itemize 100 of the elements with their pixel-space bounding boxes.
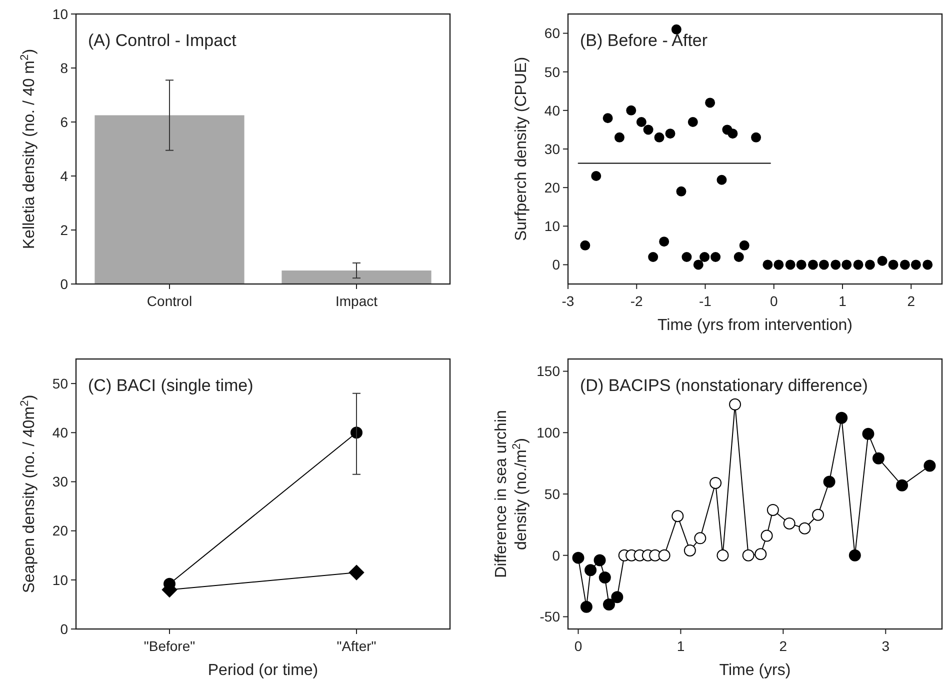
point <box>798 522 811 534</box>
y-tick-label: 0 <box>552 256 560 273</box>
point <box>688 117 698 127</box>
point <box>710 476 722 489</box>
point <box>671 24 682 34</box>
y-tick-label: 4 <box>60 168 68 184</box>
text: (C) BACI (single time) <box>88 376 254 395</box>
point <box>812 508 824 521</box>
x-tick-label: 3 <box>882 638 890 654</box>
point <box>643 124 654 135</box>
point <box>783 517 796 530</box>
point <box>766 504 779 516</box>
y-tick-label: 0 <box>552 547 560 564</box>
point <box>348 564 364 580</box>
point <box>611 591 624 604</box>
y-tick-label: 100 <box>536 424 560 441</box>
point <box>742 549 754 562</box>
point <box>584 564 597 576</box>
point <box>682 252 692 262</box>
point <box>614 132 624 142</box>
y-tick-label: 8 <box>60 60 68 76</box>
point <box>591 171 602 181</box>
y-tick-label: 40 <box>52 424 68 441</box>
point <box>654 132 664 142</box>
y-tick-label: 6 <box>60 114 68 130</box>
y-tick-label: 50 <box>544 64 560 80</box>
y-tick-label: 0 <box>60 620 68 637</box>
point <box>602 598 615 610</box>
point <box>580 240 590 250</box>
point <box>910 260 921 270</box>
point <box>864 260 875 270</box>
text: (D) BACIPS (nonstationary difference) <box>580 376 868 395</box>
point <box>818 260 829 270</box>
point <box>830 260 841 270</box>
x-tick-label: 1 <box>838 293 847 309</box>
x-tick-label: Impact <box>335 293 378 309</box>
point <box>922 260 933 270</box>
y-tick-label: 60 <box>544 25 560 42</box>
point <box>842 260 852 270</box>
x-tick-label: "Before" <box>144 638 196 654</box>
point <box>823 476 836 488</box>
x-axis-title: Time (yrs from intervention) <box>658 317 852 334</box>
point <box>676 186 686 196</box>
y-tick-label: 50 <box>544 486 560 502</box>
y-tick-label: 0 <box>60 276 68 292</box>
x-tick-label: 1 <box>676 638 685 654</box>
point <box>636 117 646 127</box>
point <box>862 428 874 440</box>
text: (A) Control - Impact <box>88 31 237 50</box>
point <box>648 252 658 262</box>
y-tick-label: -50 <box>540 608 560 625</box>
point <box>716 549 729 562</box>
point <box>848 549 861 562</box>
x-tick-label: -2 <box>630 293 644 309</box>
point <box>739 240 750 250</box>
x-tick-label: 2 <box>779 638 788 654</box>
x-tick-label: 0 <box>770 293 778 309</box>
point <box>853 260 864 270</box>
point <box>693 260 704 270</box>
point <box>751 132 762 142</box>
y-tick-label: 40 <box>544 102 560 118</box>
point <box>658 549 670 562</box>
point <box>729 398 742 410</box>
y-tick-label: 20 <box>52 522 68 539</box>
y-axis-title: Surfperch density (CPUE) <box>513 56 530 242</box>
point <box>760 530 773 542</box>
x-tick-label: 0 <box>574 638 582 654</box>
y-tick-label: 20 <box>544 179 560 196</box>
y-tick-label: 30 <box>52 474 68 490</box>
point <box>872 452 884 464</box>
x-tick-label: 2 <box>907 293 916 309</box>
point <box>754 548 767 560</box>
point <box>572 552 584 564</box>
point <box>665 128 676 139</box>
point <box>705 98 716 108</box>
x-tick-label: "After" <box>336 638 376 654</box>
x-axis-title: Time (yrs) <box>719 662 791 679</box>
point <box>762 260 773 270</box>
point <box>774 260 784 270</box>
point <box>924 460 936 472</box>
point <box>580 600 592 613</box>
y-tick-label: 10 <box>52 6 68 22</box>
point <box>785 260 796 270</box>
point <box>796 260 806 270</box>
point <box>684 544 696 556</box>
point <box>626 105 636 116</box>
y-tick-label: 150 <box>536 363 560 380</box>
x-axis-title: Period (or time) <box>208 662 318 679</box>
point <box>896 479 908 492</box>
point <box>700 252 710 262</box>
point <box>598 571 611 584</box>
point <box>728 128 738 139</box>
point <box>710 252 721 262</box>
y-tick-label: 50 <box>52 375 68 392</box>
y-tick-label: 2 <box>60 222 68 238</box>
point <box>602 113 613 124</box>
y-tick-label: 10 <box>52 572 68 588</box>
point <box>900 260 910 270</box>
x-tick-label: Control <box>146 293 192 309</box>
point <box>594 554 606 566</box>
